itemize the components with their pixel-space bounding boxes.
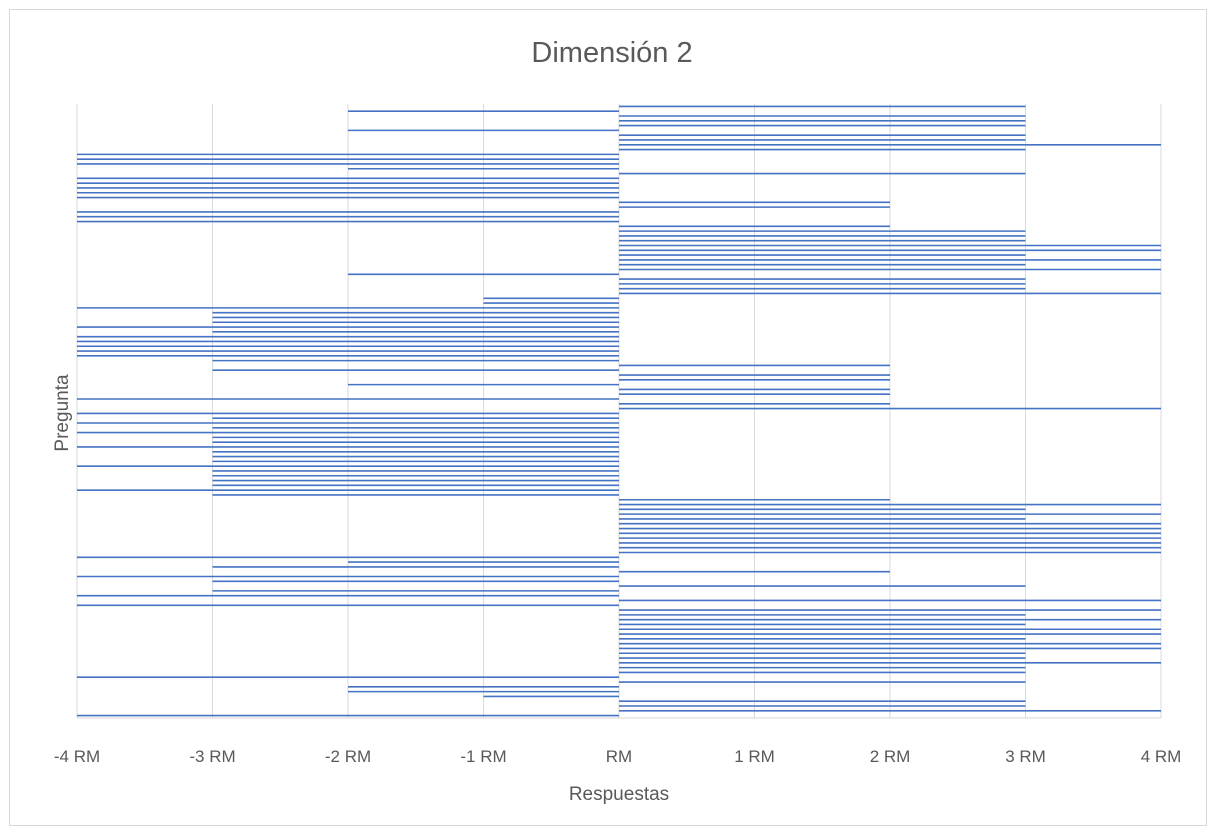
x-tick-label: -1 RM (460, 747, 506, 766)
x-tick-label: 4 RM (1141, 747, 1182, 766)
x-tick-label: RM (606, 747, 632, 766)
y-axis-label: Pregunta (52, 374, 73, 452)
gridlines (76, 104, 1162, 719)
chart-title: Dimensión 2 (531, 37, 692, 69)
x-tick-labels: -4 RM -3 RM -2 RM -1 RM RM 1 RM 2 RM 3 RM 4 RM (54, 747, 1181, 766)
x-tick-label: 2 RM (870, 747, 911, 766)
x-tick-label: 3 RM (1005, 747, 1046, 766)
x-tick-label: -4 RM (54, 747, 100, 766)
x-axis-label: Respuestas (569, 784, 669, 805)
x-tick-label: -3 RM (189, 747, 235, 766)
bars (77, 105, 1161, 717)
x-tick-label: -2 RM (325, 747, 371, 766)
x-tick-label: 1 RM (734, 747, 775, 766)
